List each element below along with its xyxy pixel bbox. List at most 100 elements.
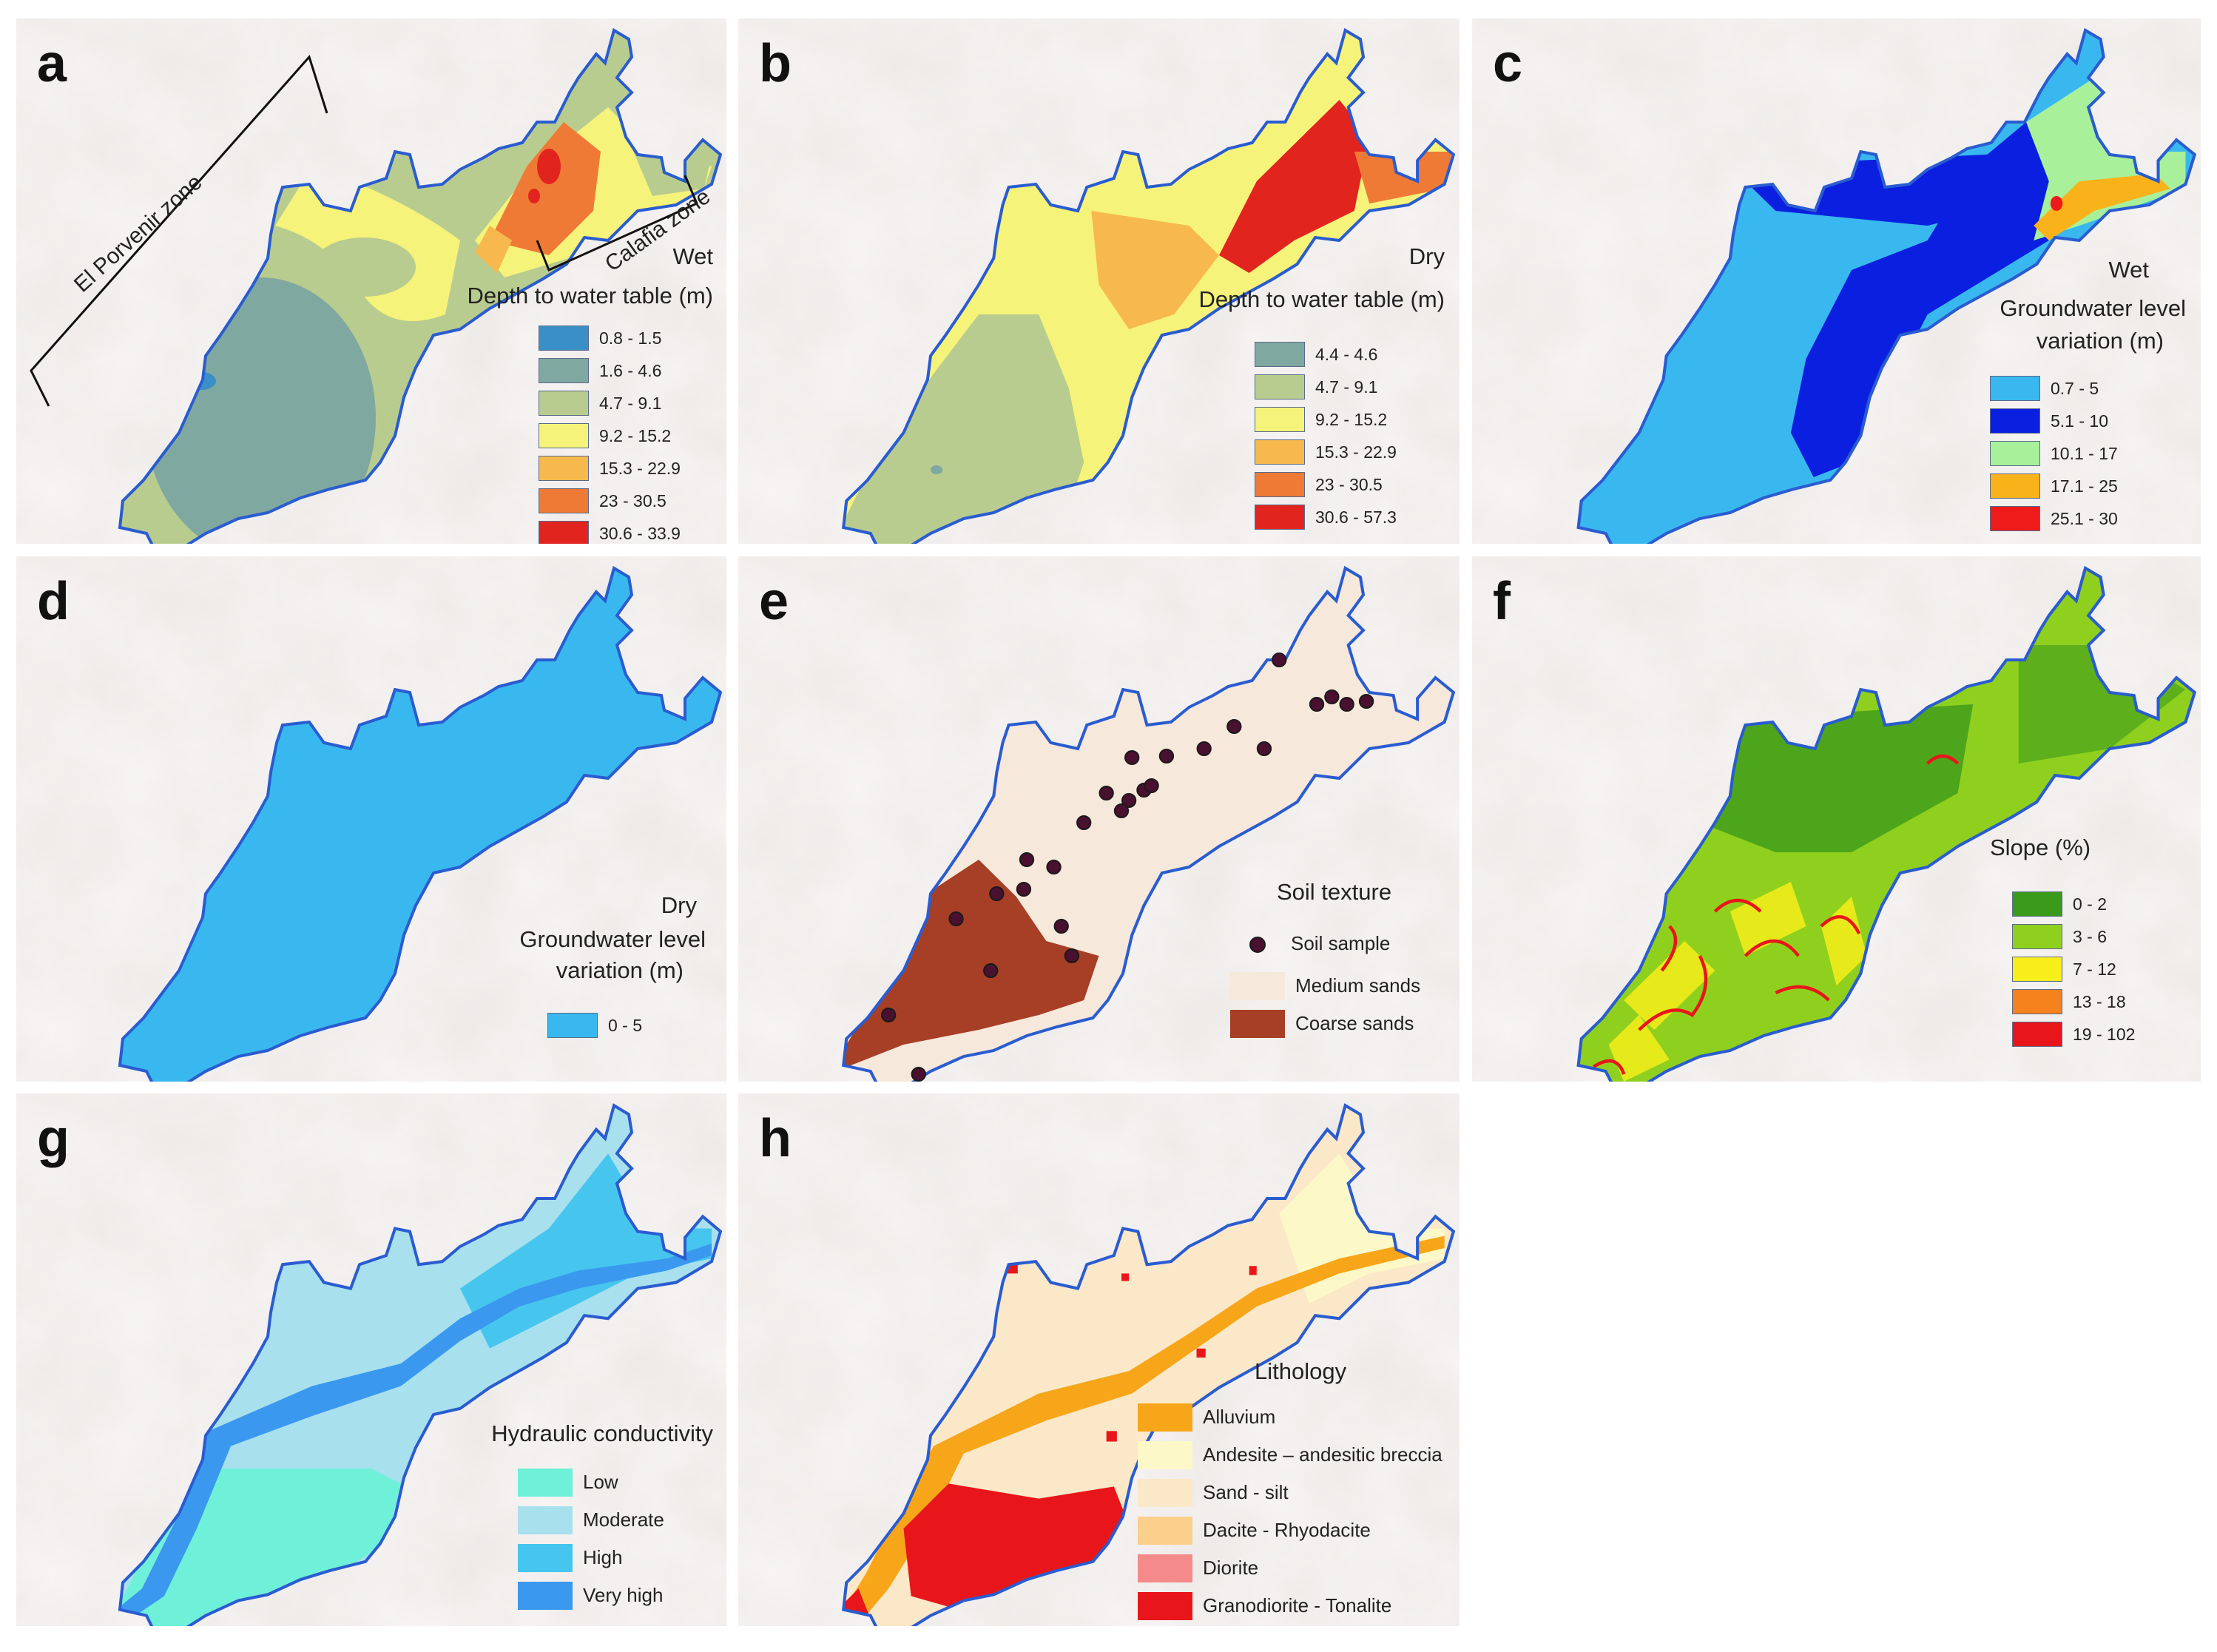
panel-f: f Slope (%) 0 - 2 3 - 6 7 - 12 13 - 18 1… (1472, 556, 2201, 1082)
legend-swatch (539, 521, 589, 544)
panel-label: f (1493, 572, 1511, 631)
legend-swatch (539, 488, 589, 513)
legend-swatch (1990, 408, 2040, 434)
legend-swatch (2012, 924, 2062, 949)
legend-item: Very high (518, 1577, 664, 1614)
legend: 0 - 2 3 - 6 7 - 12 13 - 18 19 - 102 (2012, 888, 2135, 1051)
legend-title-line2: variation (m) (2036, 328, 2164, 354)
legend-swatch (1138, 1591, 1192, 1620)
legend-title: Depth to water table (m) (1198, 286, 1445, 312)
map-gw-variation-dry (16, 556, 726, 1082)
legend-label: Alluvium (1203, 1406, 1276, 1428)
legend-title: Hydraulic conductivity (491, 1420, 713, 1446)
legend-item: High (518, 1539, 664, 1577)
legend-title-line1: Groundwater level (2000, 295, 2186, 321)
legend-label: 30.6 - 57.3 (1315, 507, 1397, 527)
legend-label: 0.8 - 1.5 (599, 328, 662, 348)
legend-item: Granodiorite - Tonalite (1138, 1587, 1442, 1625)
legend-label: 0.7 - 5 (2051, 378, 2099, 398)
legend-item: 4.7 - 9.1 (539, 387, 681, 419)
legend-item: 7 - 12 (2012, 953, 2135, 985)
legend-item: 0.8 - 1.5 (539, 322, 681, 354)
legend-item: 5.1 - 10 (1990, 405, 2118, 437)
legend-item: Coarse sands (1230, 1005, 1420, 1042)
legend-item: 15.3 - 22.9 (1255, 436, 1397, 468)
legend-item: Soil sample (1230, 925, 1420, 962)
legend-label: Very high (583, 1584, 664, 1606)
legend-label: 15.3 - 22.9 (1315, 442, 1397, 462)
legend-label: 23 - 30.5 (599, 490, 667, 510)
legend-swatch (2012, 1022, 2062, 1047)
legend-item: Dacite - Rhyodacite (1138, 1511, 1442, 1549)
map-soil-texture (738, 556, 1460, 1082)
legend-title: Soil texture (1277, 879, 1392, 905)
legend-item: Sand - silt (1138, 1474, 1442, 1511)
legend-title-line1: Groundwater level (519, 926, 706, 952)
legend-item: 19 - 102 (2012, 1018, 2135, 1051)
legend-item: 0 - 2 (2012, 888, 2135, 920)
legend-swatch (1255, 472, 1305, 497)
legend-swatch (518, 1506, 573, 1534)
legend-label: Medium sands (1295, 974, 1421, 997)
legend-title: Depth to water table (m) (467, 283, 713, 309)
legend-item: Moderate (518, 1501, 664, 1539)
legend-label: 19 - 102 (2073, 1024, 2136, 1044)
legend-swatch (1990, 441, 2040, 466)
legend-swatch (1990, 506, 2040, 531)
legend-item: 4.7 - 9.1 (1255, 371, 1397, 403)
legend-label: 15.3 - 22.9 (599, 458, 681, 478)
legend-swatch (1138, 1403, 1192, 1432)
legend-swatch (2012, 891, 2062, 917)
legend-swatch (1138, 1478, 1192, 1507)
panel-label: h (759, 1109, 792, 1168)
legend-swatch (1255, 374, 1305, 399)
legend: 0.8 - 1.5 1.6 - 4.6 4.7 - 9.1 9.2 - 15.2… (539, 322, 681, 544)
panel-label: b (759, 34, 792, 93)
legend-item: 0 - 5 (547, 1009, 642, 1042)
legend-label: 23 - 30.5 (1315, 474, 1383, 494)
map-hydraulic-conductivity (16, 1093, 726, 1626)
legend-item: 23 - 30.5 (539, 485, 681, 517)
panel-h: h Lithology Alluvium Andesite – andesiti… (738, 1093, 1460, 1626)
legend-label: 4.7 - 9.1 (599, 393, 662, 413)
legend-swatch (539, 391, 589, 416)
legend-label: 4.4 - 4.6 (1315, 344, 1378, 364)
legend-title-line2: variation (m) (556, 957, 684, 983)
legend-item: 9.2 - 15.2 (1255, 403, 1397, 436)
legend-label: 9.2 - 15.2 (1315, 409, 1388, 429)
legend-item: 23 - 30.5 (1255, 468, 1397, 501)
legend-label: 3 - 6 (2073, 926, 2108, 946)
legend-swatch (518, 1468, 573, 1497)
map-depth-wet (16, 18, 726, 544)
legend-label: Diorite (1203, 1557, 1259, 1579)
legend-item: 4.4 - 4.6 (1255, 338, 1397, 371)
panel-label: c (1493, 34, 1523, 93)
map-gw-variation-wet (1472, 18, 2201, 544)
legend-label: High (583, 1546, 623, 1568)
legend-swatch (1255, 439, 1305, 465)
legend-season: Wet (672, 243, 713, 269)
panel-label: e (759, 572, 789, 631)
legend: 0 - 5 (547, 1009, 642, 1042)
legend-label: Sand - silt (1203, 1481, 1289, 1503)
legend-label: 5.1 - 10 (2051, 411, 2108, 431)
legend-label: 1.6 - 4.6 (599, 360, 662, 380)
legend-swatch (1990, 376, 2040, 401)
soil-sample-marker (1230, 931, 1280, 957)
legend-swatch (539, 423, 589, 448)
legend-title: Slope (%) (1990, 835, 2091, 860)
legend: 0.7 - 5 5.1 - 10 10.1 - 17 17.1 - 25 25.… (1990, 372, 2118, 535)
legend-item: 0.7 - 5 (1990, 372, 2118, 405)
legend-season: Dry (661, 892, 697, 918)
legend-label: 10.1 - 17 (2051, 443, 2118, 463)
legend-label: Dacite - Rhyodacite (1203, 1519, 1371, 1541)
legend-label: 0 - 5 (608, 1015, 643, 1035)
legend-item: 9.2 - 15.2 (539, 419, 681, 452)
legend-label: 25.1 - 30 (2051, 508, 2118, 528)
legend-swatch (1230, 1009, 1285, 1038)
legend-season: Wet (2108, 257, 2149, 283)
panel-d: d Dry Groundwater level variation (m) 0 … (16, 556, 726, 1082)
panel-g: g Hydraulic conductivity Low Moderate Hi… (16, 1093, 726, 1626)
legend-label: Low (583, 1471, 618, 1493)
legend-item: 30.6 - 33.9 (539, 517, 681, 544)
